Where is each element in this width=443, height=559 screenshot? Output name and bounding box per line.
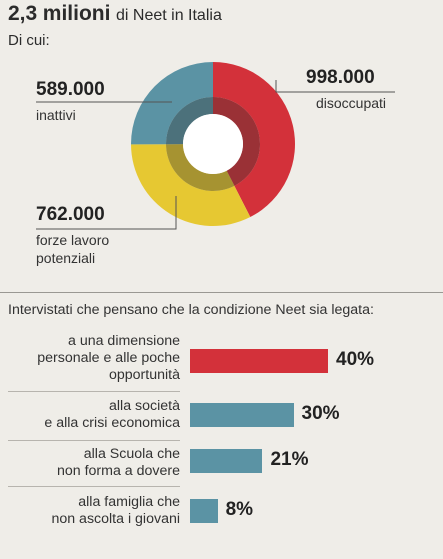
bar-label-3: alla famiglia che non ascolta i giovani [51,494,180,528]
bar-label-1-line-1: e alla crisi economica [44,415,180,431]
bar-label-0-line-1: personale e alle poche [37,350,180,366]
donut-value-disoccupati: 998.000 [306,67,375,88]
row-separator [8,391,180,392]
donut-inner-shade-2 [166,97,213,145]
leader-line-disoccupati [275,80,395,93]
title-rest: di Neet in Italia [116,7,222,24]
bar-3 [190,499,218,523]
bar-2 [190,449,263,473]
bar-label-1: alla società e alla crisi economica [44,398,180,432]
bar-label-2: alla Scuola che non forma a dovere [57,446,180,480]
bar-label-2-line-0: alla Scuola che [83,446,180,462]
bar-label-1-line-0: alla società [109,398,180,414]
bar-label-0: a una dimensione personale e alle poche … [37,333,180,384]
donut-slice-1 [131,144,251,226]
donut-slice-0 [213,62,295,218]
bar-label-0-line-0: a una dimensione [67,333,180,349]
donut-value-inattivi: 589.000 [36,79,105,100]
title-number: 2,3 [8,2,38,25]
bar-chart-title: Intervistati che pensano che la condizio… [8,302,374,318]
donut-slice-2 [131,62,213,145]
bar-value-3: 8% [225,499,254,520]
donut-inner-ring-2 [166,97,213,145]
donut-hole [183,114,243,174]
donut-inner-ring-0 [213,97,260,186]
chart-title: 2,3 milioni di Neet in Italia [8,2,222,26]
row-separator [8,486,180,487]
donut-label-disoccupati: disoccupati [316,95,387,111]
bar-value-2: 21% [270,449,309,470]
donut-inner-ring-1 [166,144,235,191]
chart-subtitle: Di cui: [8,32,50,49]
donut-label-forze-lavoro-line1: forze lavoro [36,232,110,248]
bar-label-3-line-0: alla famiglia che [78,494,180,510]
donut-inner-shade-1 [166,144,235,191]
title-bold: milioni [42,2,111,25]
donut-label-forze-lavoro-line2: potenziali [36,250,96,266]
donut-value-forze-lavoro: 762.000 [36,204,105,225]
row-separator [8,440,180,441]
bar-1 [190,403,294,427]
donut-inner-shade-0 [213,97,260,186]
bar-label-3-line-1: non ascolta i giovani [51,511,180,527]
leader-line-forze-lavoro [36,196,177,230]
donut-label-inattivi: inattivi [36,107,76,123]
bar-label-0-line-2: opportunità [109,367,180,383]
bar-label-2-line-1: non forma a dovere [56,463,180,479]
bar-0 [190,349,328,373]
bar-value-1: 30% [301,403,340,424]
donut-chart [36,62,395,230]
bar-value-0: 40% [336,349,375,370]
section-divider [0,292,443,293]
